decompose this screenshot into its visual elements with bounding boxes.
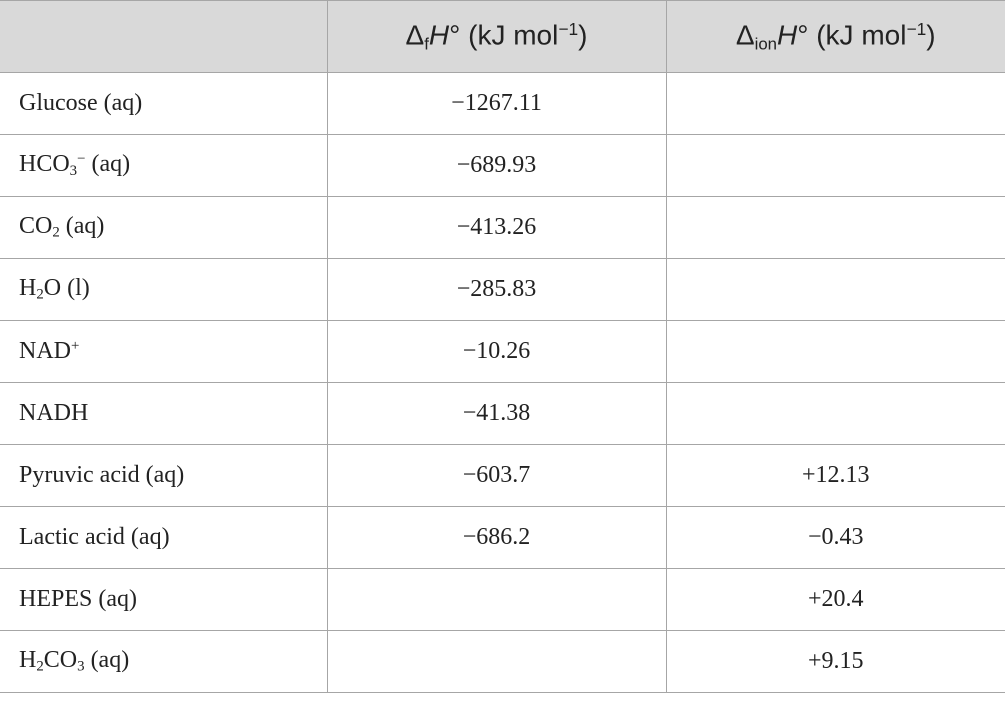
text-part: 3 <box>69 162 78 179</box>
text-part: 2 <box>36 658 44 675</box>
value-cell: −689.93 <box>326 134 667 197</box>
row-label: H2CO3 (aq) <box>0 630 328 693</box>
text-part: H <box>777 19 798 51</box>
text-part: H <box>428 19 450 51</box>
value-cell: −41.38 <box>326 382 667 445</box>
value-cell <box>665 134 1005 197</box>
row-label: CO2 (aq) <box>0 196 328 259</box>
table-row: Pyruvic acid (aq) −603.7 +12.13 <box>0 444 1005 507</box>
text-part: Δ <box>735 19 755 51</box>
text-part: −1 <box>906 18 927 39</box>
header-row: ΔfH° (kJ mol−1) ΔionH° (kJ mol−1) <box>0 0 1005 73</box>
value-cell <box>665 320 1005 383</box>
text-part: HCO <box>19 151 70 178</box>
row-label: HCO3− (aq) <box>0 134 328 197</box>
text-part: 2 <box>36 286 44 303</box>
text-part: (aq) <box>85 151 131 178</box>
table-row: HEPES (aq) +20.4 <box>0 568 1005 631</box>
table-header: ΔfH° (kJ mol−1) ΔionH° (kJ mol−1) <box>0 0 1005 73</box>
value-cell: −10.26 <box>326 320 667 383</box>
value-cell <box>326 630 667 693</box>
row-label: Lactic acid (aq) <box>0 506 328 569</box>
text-part: H <box>19 647 37 674</box>
table-row: HCO3− (aq) −689.93 <box>0 134 1005 197</box>
text-part: ) <box>926 19 936 51</box>
value-cell: −686.2 <box>326 506 667 569</box>
table-row: CO2 (aq) −413.26 <box>0 196 1005 259</box>
text-part: CO <box>19 213 53 240</box>
value-cell <box>665 258 1005 321</box>
row-label: NADH <box>0 382 328 445</box>
value-cell: −0.43 <box>665 506 1005 569</box>
text-part: CO <box>43 647 78 674</box>
table-row: Glucose (aq) −1267.11 <box>0 72 1005 135</box>
value-cell <box>665 72 1005 135</box>
text-part: 3 <box>77 658 85 675</box>
header-cell: ΔionH° (kJ mol−1) <box>665 0 1005 73</box>
value-cell: −1267.11 <box>326 72 667 135</box>
table-body: Glucose (aq) −1267.11 HCO3− (aq) −689.93 CO2… <box>0 72 1005 693</box>
value-cell: +20.4 <box>665 568 1005 631</box>
text-part: ) <box>578 19 588 51</box>
row-label: HEPES (aq) <box>0 568 328 631</box>
table-row: NAD+ −10.26 <box>0 320 1005 383</box>
header-cell <box>0 0 328 73</box>
value-cell: +9.15 <box>665 630 1005 693</box>
table-row: Lactic acid (aq) −686.2 −0.43 <box>0 506 1005 569</box>
text-part: −1 <box>558 18 579 39</box>
value-cell: +12.13 <box>665 444 1005 507</box>
text-part: ° (kJ mol <box>797 19 907 51</box>
text-part: f <box>424 34 429 54</box>
text-part: O (l) <box>43 275 90 302</box>
value-cell <box>665 382 1005 445</box>
value-cell: −603.7 <box>326 444 667 507</box>
data-table: ΔfH° (kJ mol−1) ΔionH° (kJ mol−1) Glucose… <box>0 0 1005 693</box>
value-cell: −285.83 <box>326 258 667 321</box>
text-part: (aq) <box>59 213 105 240</box>
header-cell: ΔfH° (kJ mol−1) <box>326 0 667 73</box>
text-part: − <box>77 151 86 168</box>
text-part: ° (kJ mol <box>449 19 559 51</box>
table-row: NADH −41.38 <box>0 382 1005 445</box>
text-part: NAD <box>19 338 71 365</box>
text-part: 2 <box>52 224 60 241</box>
value-cell: −413.26 <box>326 196 667 259</box>
table-row: H2O (l) −285.83 <box>0 258 1005 321</box>
table-row: H2CO3 (aq) +9.15 <box>0 630 1005 693</box>
row-label: NAD+ <box>0 320 328 383</box>
row-label: H2O (l) <box>0 258 328 321</box>
text-part: + <box>71 337 80 354</box>
value-cell <box>665 196 1005 259</box>
text-part: H <box>19 275 37 302</box>
value-cell <box>326 568 667 631</box>
text-part: ion <box>754 34 778 54</box>
row-label: Glucose (aq) <box>0 72 328 135</box>
text-part: (aq) <box>84 647 130 674</box>
row-label: Pyruvic acid (aq) <box>0 444 328 507</box>
text-part: Δ <box>405 19 425 51</box>
